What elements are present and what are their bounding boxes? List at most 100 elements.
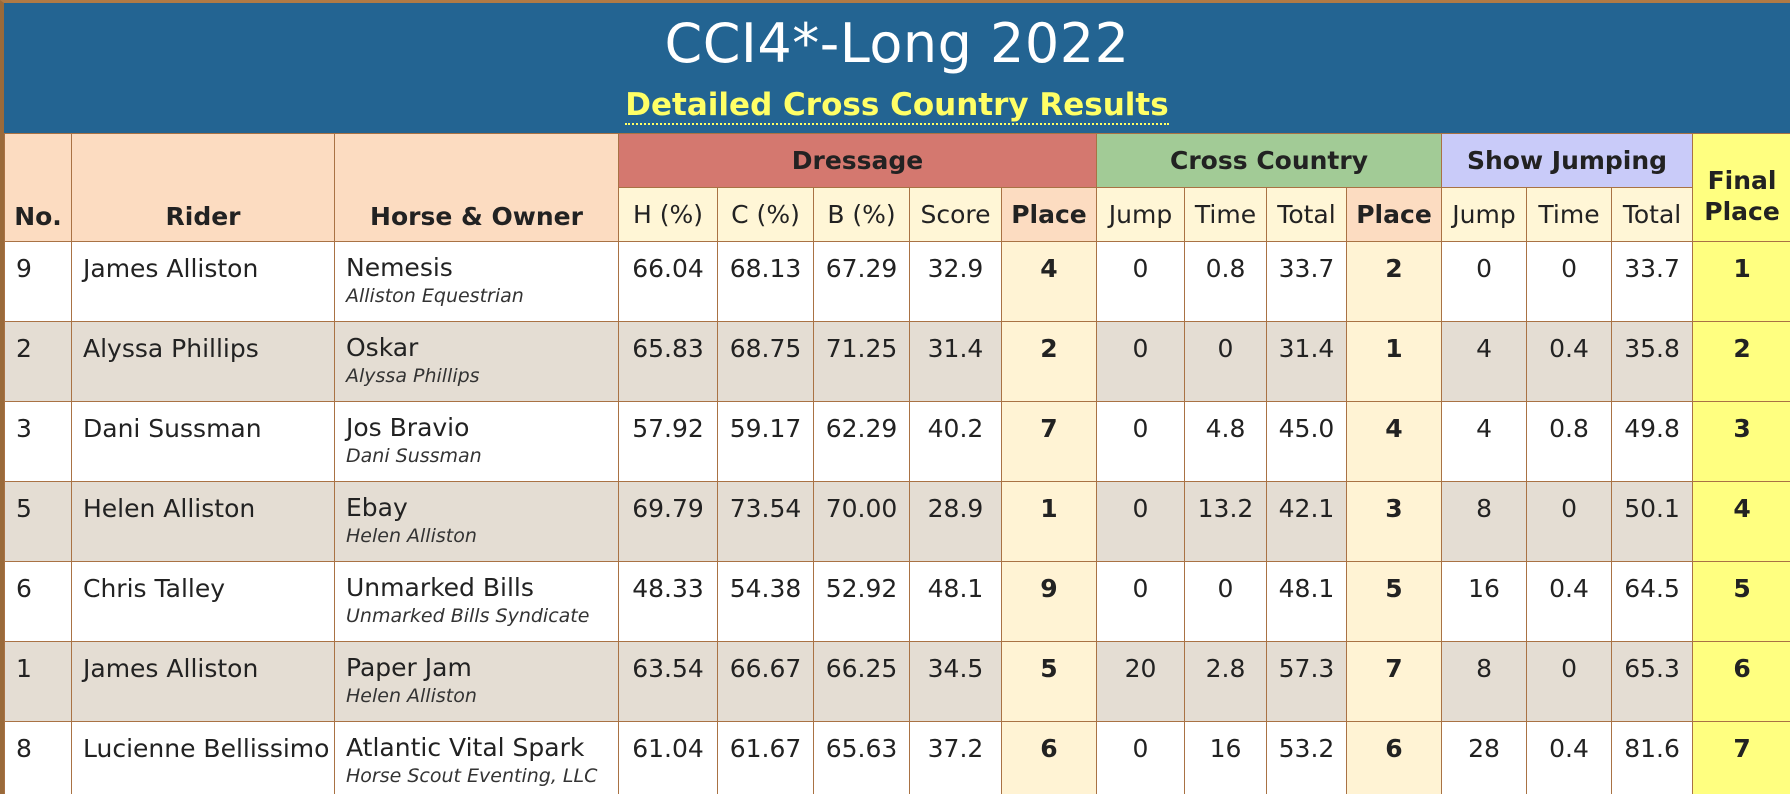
cell-final-place: 6 (1692, 641, 1790, 722)
horse-name: Paper Jam (346, 653, 472, 682)
cell-final-place-value: 4 (1733, 494, 1751, 523)
cell-sj-time-value: 0.4 (1549, 574, 1589, 603)
cell-sj-total-value: 81.6 (1624, 734, 1680, 763)
cell-xc-total: 33.7 (1266, 241, 1347, 322)
table-row: 5 Helen Alliston Ebay Helen Alliston 69.79 73… (4, 481, 1790, 562)
header-rider: Rider (71, 133, 335, 242)
cell-dressage-h: 69.79 (618, 481, 718, 562)
cell-xc-jump: 0 (1096, 401, 1185, 482)
cell-dressage-c-value: 54.38 (729, 574, 802, 603)
header-xc-jump: Jump (1096, 187, 1185, 242)
cell-dressage-place: 2 (1001, 321, 1097, 402)
cell-final-place: 7 (1692, 721, 1790, 794)
cell-dressage-c: 73.54 (717, 481, 814, 562)
cell-dressage-score-value: 28.9 (927, 494, 984, 523)
cell-dressage-b: 52.92 (813, 561, 910, 642)
title-banner: CCI4*-Long 2022 Detailed Cross Country R… (4, 3, 1790, 133)
cell-sj-total: 65.3 (1611, 641, 1694, 722)
cell-sj-time-value: 0.4 (1549, 734, 1589, 763)
cell-dressage-score: 37.2 (909, 721, 1002, 794)
owner-name: Alyssa Phillips (346, 365, 480, 387)
cell-dressage-h-value: 61.04 (632, 734, 704, 763)
cell-final-place: 3 (1692, 401, 1790, 482)
cell-dressage-place: 9 (1001, 561, 1097, 642)
cell-dressage-score: 34.5 (909, 641, 1002, 722)
cell-dressage-place-value: 1 (1040, 494, 1058, 523)
cell-xc-jump: 20 (1096, 641, 1185, 722)
cell-rider-value: Dani Sussman (83, 414, 262, 443)
cell-rider: Helen Alliston (71, 481, 335, 562)
results-link[interactable]: Detailed Cross Country Results (625, 87, 1169, 125)
results-body: 9 James Alliston Nemesis Alliston Equestria… (4, 241, 1790, 794)
header-xc-place: Place (1345, 187, 1443, 242)
cell-sj-time: 0 (1526, 481, 1613, 562)
cell-sj-time: 0.8 (1526, 401, 1613, 482)
cell-sj-total-value: 33.7 (1624, 254, 1680, 283)
cell-dressage-score-value: 34.5 (927, 654, 984, 683)
cell-sj-total-value: 35.8 (1624, 334, 1680, 363)
cell-xc-place-value: 7 (1385, 654, 1403, 683)
header-dressage-b: B (%) (813, 187, 910, 242)
cell-dressage-h-value: 66.04 (632, 254, 704, 283)
cell-xc-jump-value: 0 (1132, 494, 1149, 523)
cell-dressage-score-value: 32.9 (927, 254, 984, 283)
cell-no: 3 (4, 401, 72, 482)
cell-xc-time: 16 (1184, 721, 1267, 794)
cell-dressage-score: 32.9 (909, 241, 1002, 322)
cell-no-value: 1 (16, 654, 32, 683)
header-horse-owner: Horse & Owner (334, 133, 619, 242)
header-final-line1: Final (1707, 166, 1777, 195)
header-dressage-c: C (%) (717, 187, 814, 242)
cell-xc-place-value: 5 (1385, 574, 1403, 603)
cell-xc-place: 6 (1345, 721, 1443, 794)
table-row: 8 Lucienne Bellissimo Atlantic Vital Spark… (4, 721, 1790, 794)
cell-rider-value: James Alliston (83, 254, 259, 283)
cell-sj-jump: 8 (1441, 641, 1528, 722)
cell-xc-total: 53.2 (1266, 721, 1347, 794)
cell-sj-total: 64.5 (1611, 561, 1694, 642)
cell-sj-jump: 0 (1441, 241, 1528, 322)
cell-dressage-c: 61.67 (717, 721, 814, 794)
cell-dressage-h: 57.92 (618, 401, 718, 482)
cell-dressage-b-value: 65.63 (825, 734, 898, 763)
cell-xc-time-value: 0 (1217, 334, 1234, 363)
cell-sj-total: 81.6 (1611, 721, 1694, 794)
cell-no: 1 (4, 641, 72, 722)
cell-sj-total-value: 65.3 (1624, 654, 1680, 683)
cell-xc-jump: 0 (1096, 321, 1185, 402)
results-table: No. Rider Horse & Owner Dressage Cross C… (4, 133, 1790, 794)
cell-horse-owner: Unmarked Bills Unmarked Bills Syndicate (334, 561, 619, 642)
cell-rider-value: James Alliston (83, 654, 259, 683)
horse-name: Oskar (346, 333, 419, 362)
table-row: 9 James Alliston Nemesis Alliston Equestria… (4, 241, 1790, 322)
cell-dressage-c: 68.75 (717, 321, 814, 402)
cell-no-value: 6 (16, 574, 32, 603)
cell-rider-value: Alyssa Phillips (83, 334, 259, 363)
horse-name: Unmarked Bills (346, 573, 534, 602)
cell-sj-total: 50.1 (1611, 481, 1694, 562)
cell-no-value: 3 (16, 414, 32, 443)
cell-dressage-b-value: 66.25 (825, 654, 898, 683)
cell-dressage-c: 59.17 (717, 401, 814, 482)
cell-final-place-value: 5 (1733, 574, 1751, 603)
cell-dressage-h-value: 69.79 (632, 494, 704, 523)
cell-dressage-score-value: 40.2 (927, 414, 984, 443)
cell-sj-time: 0 (1526, 241, 1613, 322)
cell-xc-total-value: 57.3 (1278, 654, 1335, 683)
cell-dressage-place: 6 (1001, 721, 1097, 794)
cell-xc-total: 31.4 (1266, 321, 1347, 402)
cell-dressage-h-value: 63.54 (632, 654, 704, 683)
cell-xc-time-value: 2.8 (1205, 654, 1246, 683)
cell-xc-total-value: 48.1 (1278, 574, 1335, 603)
cell-xc-total: 57.3 (1266, 641, 1347, 722)
cell-dressage-b: 67.29 (813, 241, 910, 322)
cell-sj-jump-value: 8 (1476, 494, 1492, 523)
header-no: No. (4, 133, 72, 242)
cell-dressage-place-value: 7 (1040, 414, 1058, 443)
cell-no-value: 9 (16, 254, 32, 283)
cell-xc-jump-value: 0 (1132, 334, 1149, 363)
cell-dressage-c-value: 59.17 (729, 414, 802, 443)
cell-dressage-c-value: 73.54 (729, 494, 802, 523)
cell-dressage-score: 40.2 (909, 401, 1002, 482)
cell-xc-place-value: 2 (1385, 254, 1403, 283)
